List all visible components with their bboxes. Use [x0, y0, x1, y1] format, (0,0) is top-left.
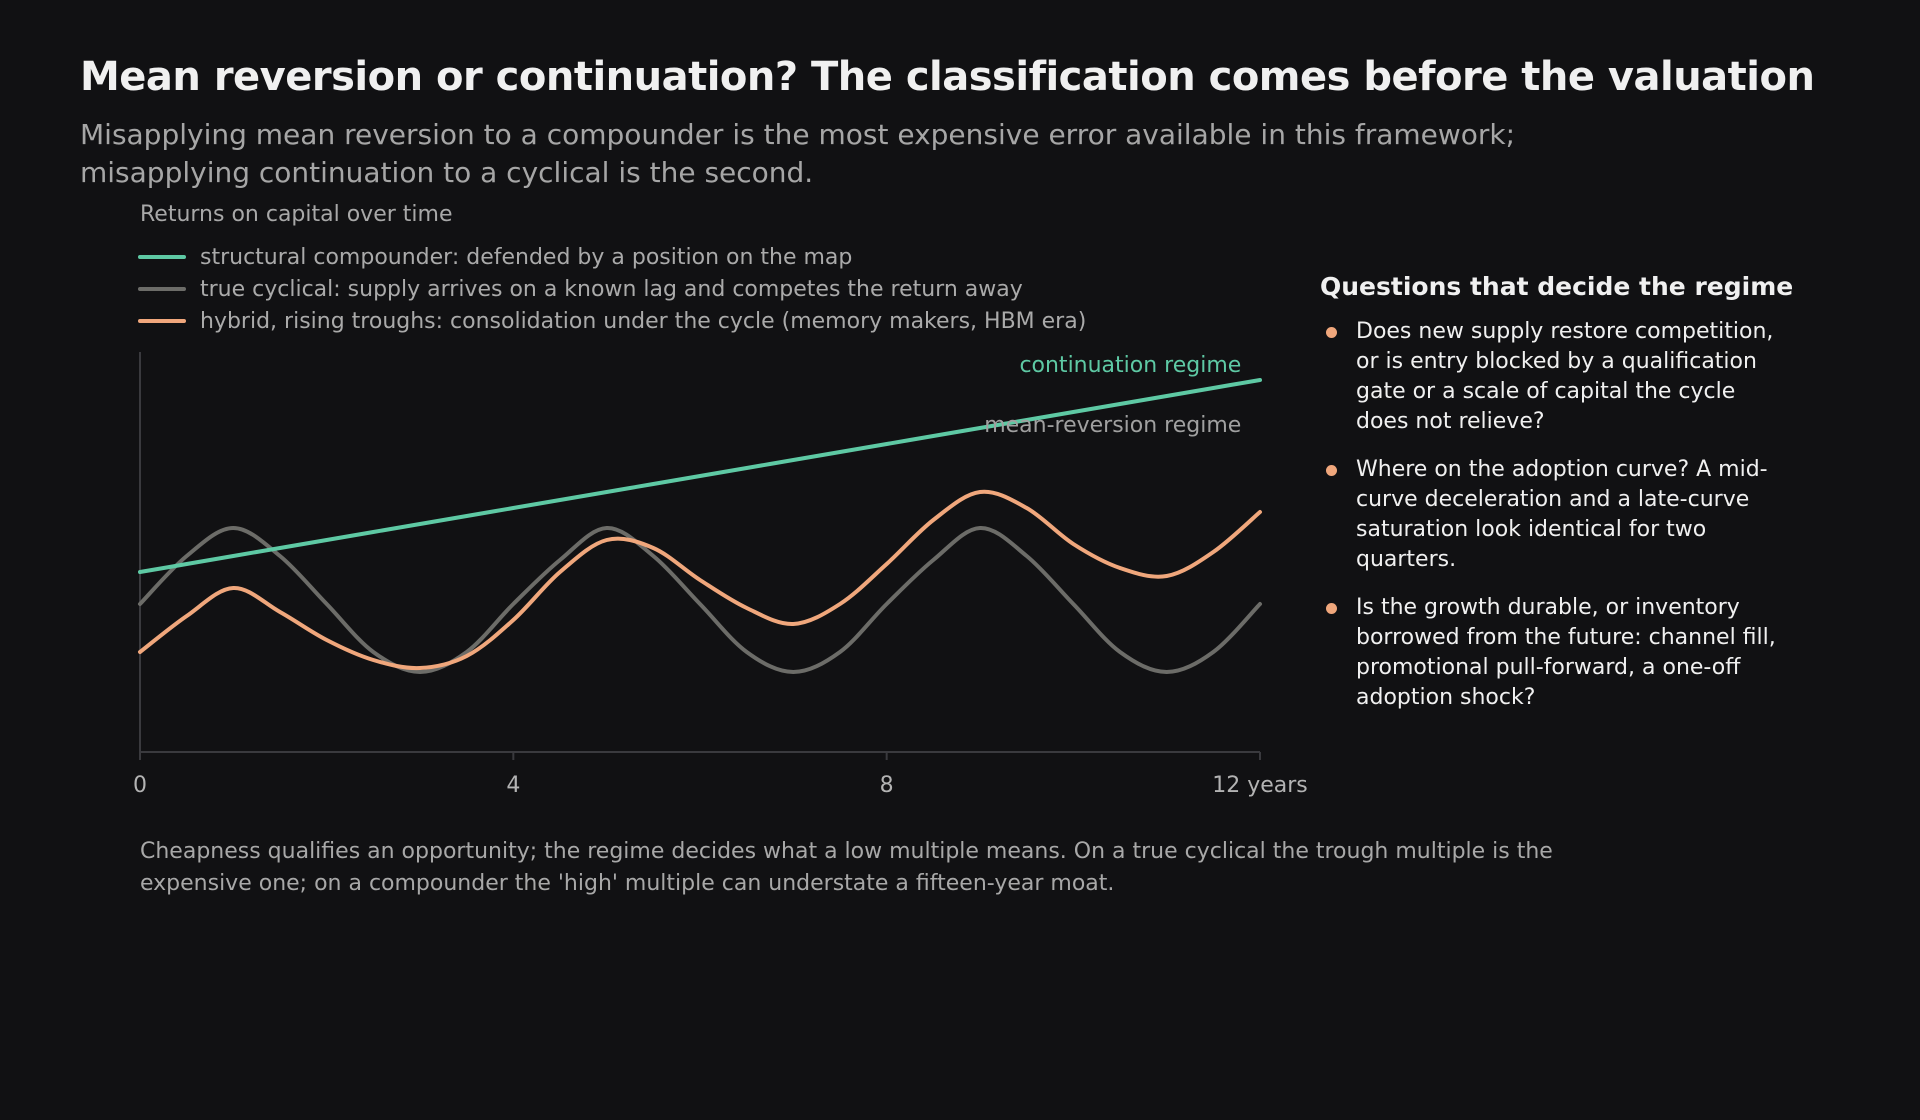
- question-text: Does new supply restore competition, or …: [1356, 319, 1774, 434]
- legend-item-hybrid: hybrid, rising troughs: consolidation un…: [138, 305, 1086, 337]
- legend-swatch-compounder: [138, 255, 186, 259]
- legend-label-compounder: structural compounder: defended by a pos…: [200, 244, 853, 270]
- question-item: Where on the adoption curve? A mid-curve…: [1320, 455, 1790, 575]
- bullet-dot-icon: [1326, 465, 1337, 476]
- regime-questions-panel: Questions that decide the regime Does ne…: [1320, 272, 1794, 731]
- regime-questions-list: Does new supply restore competition, or …: [1320, 317, 1790, 713]
- bullet-dot-icon: [1326, 603, 1337, 614]
- legend-item-compounder: structural compounder: defended by a pos…: [138, 241, 1086, 273]
- question-item: Does new supply restore competition, or …: [1320, 317, 1790, 437]
- legend-label-hybrid: hybrid, rising troughs: consolidation un…: [200, 308, 1087, 334]
- question-text: Is the growth durable, or inventory borr…: [1356, 595, 1776, 710]
- x-tick-label: 4: [506, 773, 520, 798]
- x-tick-label: 12 years: [1212, 773, 1308, 798]
- page-subtitle: Misapplying mean reversion to a compound…: [80, 118, 1516, 189]
- regime-questions-title: Questions that decide the regime: [1320, 272, 1794, 301]
- legend-item-cyclical: true cyclical: supply arrives on a known…: [138, 273, 1086, 305]
- bullet-dot-icon: [1326, 327, 1337, 338]
- question-item: Is the growth durable, or inventory borr…: [1320, 593, 1790, 713]
- chart-heading: Returns on capital over time: [140, 202, 453, 227]
- annotation-continuation-regime: continuation regime: [1019, 353, 1241, 378]
- chart-legend: structural compounder: defended by a pos…: [138, 241, 1086, 337]
- page-title: Mean reversion or continuation? The clas…: [80, 54, 1815, 100]
- legend-swatch-hybrid: [138, 319, 186, 323]
- annotation-mean-reversion-regime: mean-reversion regime: [984, 413, 1241, 438]
- question-text: Where on the adoption curve? A mid-curve…: [1356, 457, 1768, 572]
- legend-swatch-cyclical: [138, 287, 186, 291]
- x-tick-label: 8: [880, 773, 894, 798]
- legend-label-cyclical: true cyclical: supply arrives on a known…: [200, 276, 1023, 302]
- series-line-compounder: [138, 378, 1262, 574]
- x-tick-label: 0: [133, 773, 147, 798]
- chart-footnote: Cheapness qualifies an opportunity; the …: [140, 839, 1553, 896]
- series-line-hybrid: [138, 489, 1262, 671]
- series-line-cyclical: [138, 525, 1262, 674]
